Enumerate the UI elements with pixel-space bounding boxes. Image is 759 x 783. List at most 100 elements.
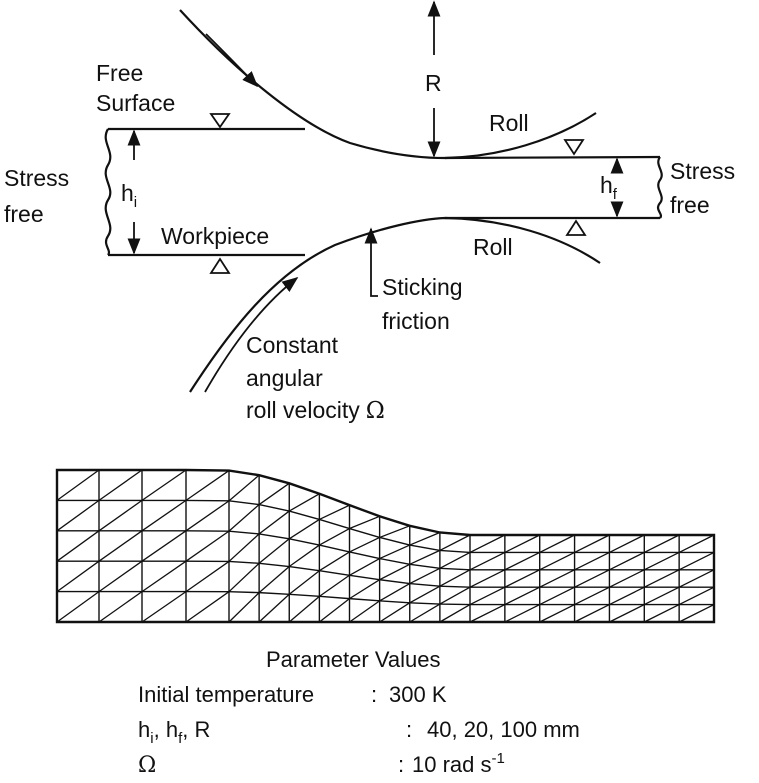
param-row-velocity-label: Ω: [138, 753, 156, 778]
param-row-temperature-label: Initial temperature: [138, 682, 314, 707]
param-row-temperature-value: 300 K: [389, 682, 447, 707]
radius-label: R: [425, 70, 442, 96]
mesh-diagonal: [469, 586, 506, 606]
mesh-horizontal-line: [57, 560, 714, 588]
mesh-diagonal: [643, 604, 680, 623]
mesh-diagonal: [678, 604, 715, 623]
param-row-temperature-sep: :: [371, 682, 377, 707]
workpiece-top-edge-exit: [444, 155, 661, 160]
mesh-diagonal: [288, 493, 320, 512]
mesh-diagonal: [504, 604, 541, 623]
mesh-diagonal: [574, 569, 610, 588]
mesh-diagonal: [409, 603, 441, 623]
mesh-diagonal: [258, 482, 290, 506]
schematic-labels: Free Surface R Roll Stress free Stress f…: [4, 60, 735, 424]
mesh-diagonal: [504, 586, 541, 606]
rotation-arrows: [204, 33, 299, 393]
upper-roll-arc: [179, 9, 597, 160]
lower-rotation-arrow: [204, 277, 299, 393]
mesh-diagonal: [98, 560, 143, 593]
mesh-diagonal: [98, 469, 143, 501]
mesh-diagonal: [469, 551, 506, 571]
mesh-diagonal: [56, 499, 100, 532]
mesh-diagonal: [469, 534, 506, 553]
mesh-diagonal: [574, 534, 610, 553]
mesh-diagonal: [539, 569, 575, 588]
mesh-diagonal: [439, 604, 471, 623]
mesh-diagonal: [56, 591, 100, 623]
mesh-diagonal: [141, 499, 187, 532]
param-row-dimensions-label: hi, hf, R: [138, 717, 210, 747]
mesh-diagonal: [258, 566, 290, 594]
mesh-diagonal: [439, 551, 471, 569]
velocity-label-3: roll velocity Ω: [246, 397, 385, 424]
mesh-diagonal: [574, 586, 610, 606]
sticking-friction-leader: [370, 252, 378, 297]
mesh-diagonal: [185, 500, 230, 532]
mesh-diagonal: [318, 598, 350, 623]
thickness-arrows: [127, 129, 624, 255]
mesh-diagonal: [469, 569, 506, 588]
mesh-diagonal: [141, 469, 187, 501]
mesh-horizontal-line: [57, 590, 714, 606]
mesh-diagonal: [539, 534, 575, 553]
sticking-friction-label-1: Sticking: [382, 274, 463, 300]
mesh-diagonal: [678, 551, 715, 571]
mesh-diagonal: [258, 510, 290, 535]
mesh-diagonal: [609, 569, 645, 588]
workpiece-label: Workpiece: [161, 223, 269, 249]
free-surface-markers: [209, 113, 587, 274]
mesh-diagonal: [469, 604, 506, 623]
mesh-diagonal: [539, 604, 575, 623]
mesh-horizontal-line: [57, 499, 714, 554]
mesh-diagonal: [288, 570, 320, 595]
mesh-diagonal: [319, 504, 350, 520]
mesh-diagonal: [288, 544, 320, 568]
mesh-diagonal: [439, 534, 471, 551]
mesh-horizontal-line: [57, 530, 714, 571]
mesh-diagonal: [409, 567, 441, 585]
param-row-dimensions-value: 40, 20, 100 mm: [427, 717, 580, 742]
mesh-diagonal: [228, 504, 260, 532]
mesh-diagonal: [379, 582, 411, 602]
mesh-diagonal: [98, 530, 143, 562]
mesh-diagonal: [609, 586, 645, 606]
upper-rotation-arrow: [205, 33, 259, 88]
mesh-diagonal: [409, 531, 441, 546]
mesh-diagonal: [409, 549, 441, 565]
mesh-diagonal: [379, 525, 410, 539]
mesh-diagonal: [98, 591, 143, 623]
mesh-diagonal: [288, 595, 320, 623]
free-surface-triangle-top-right: [563, 139, 585, 156]
rolling-schematic: [104, 9, 663, 393]
mesh-diagonal: [185, 470, 230, 501]
mesh-diagonal: [439, 586, 471, 605]
mesh-diagonal: [56, 560, 100, 593]
parameter-values-title: Parameter Values: [266, 647, 440, 672]
mesh-diagonal: [574, 551, 610, 571]
right-wavy-boundary: [656, 156, 663, 219]
mesh-diagonal: [539, 551, 575, 571]
mesh-diagonal: [319, 551, 350, 572]
mesh-diagonal: [504, 551, 541, 571]
mesh-diagonal: [141, 530, 187, 562]
mesh-diagonal: [379, 563, 411, 581]
mesh-diagonal: [349, 515, 380, 530]
h-initial-label: hi: [121, 180, 137, 211]
mesh-diagonal: [539, 586, 575, 606]
left-wavy-boundary: [104, 128, 112, 256]
mesh-diagonal: [379, 602, 411, 623]
stress-free-right-label-1: Stress: [670, 158, 735, 184]
mesh-diagonal: [141, 560, 187, 593]
mesh-diagonal: [643, 569, 680, 588]
mesh-diagonal: [185, 591, 230, 623]
stress-free-left-label-1: Stress: [4, 165, 69, 191]
mesh-diagonal: [609, 534, 645, 553]
mesh-diagonal: [258, 538, 290, 564]
finite-element-mesh: [55, 468, 716, 624]
sticking-friction-indicator: [364, 227, 378, 297]
mesh-diagonal: [643, 534, 680, 553]
mesh-diagonal: [643, 586, 680, 606]
mesh-diagonal: [504, 534, 541, 553]
